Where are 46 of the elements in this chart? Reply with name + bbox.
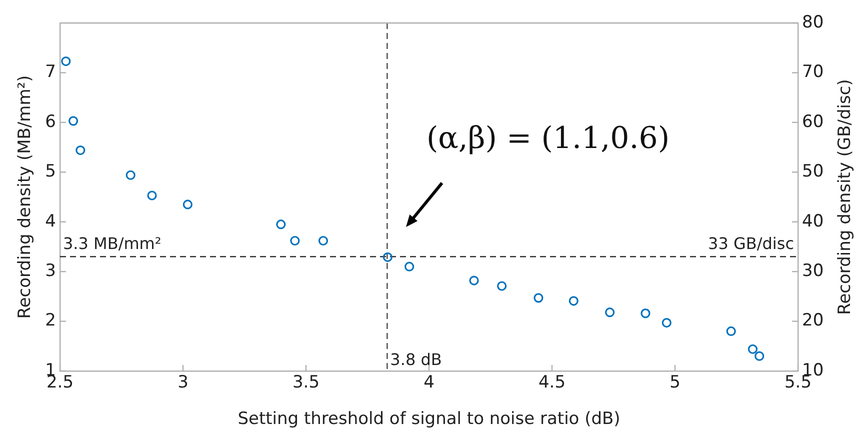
point: [605, 308, 615, 318]
annotation: 33 GB/disc: [708, 234, 794, 253]
point: [640, 308, 650, 318]
point: [61, 56, 71, 66]
y-tick-label: 4: [45, 211, 56, 232]
y-tick-label: 7: [45, 62, 56, 82]
y-tick-label: 2: [45, 310, 56, 331]
point: [147, 190, 157, 200]
ref-line-label: 3.8 dB: [390, 350, 442, 370]
y2-tick-label: 70: [802, 62, 824, 82]
x-axis-title: Setting threshold of signal to noise ratio (dB): [238, 409, 620, 428]
point: [276, 220, 286, 230]
y-tick-label: 5: [45, 162, 56, 182]
x-tick-label: 5: [670, 372, 680, 393]
x-tick-label: 4: [424, 372, 434, 393]
point: [68, 116, 78, 126]
point: [534, 293, 544, 303]
y2-tick-label: 30: [802, 260, 824, 281]
y2-tick-label: 50: [802, 162, 824, 182]
y-tick-label: 6: [45, 112, 56, 132]
x-tick-label: 3: [178, 372, 188, 393]
point: [497, 281, 507, 291]
point: [290, 236, 300, 246]
annotation: (α,β) = (1.1,0.6): [426, 120, 670, 156]
point: [404, 262, 414, 272]
y2-tick-label: 80: [802, 12, 824, 32]
ref-line-label: 3.3 MB/mm²: [63, 234, 162, 253]
x-tick-label: 4.5: [538, 372, 566, 393]
point: [568, 296, 578, 306]
point: [182, 200, 192, 210]
y2-tick-label: 60: [802, 112, 824, 132]
y2-tick-label: 40: [802, 211, 824, 232]
point: [726, 326, 736, 336]
point: [754, 351, 764, 361]
point: [76, 145, 86, 156]
y2-axis-title: Recording density (GB/disc): [835, 79, 855, 315]
y2-tick-label: 20: [802, 310, 824, 331]
point: [382, 252, 392, 262]
point: [126, 170, 136, 180]
y-axis-title: Recording density (MB/mm²): [15, 75, 35, 319]
y-tick-label: 3: [45, 260, 56, 281]
point: [469, 276, 479, 286]
point: [748, 344, 758, 354]
x-tick-label: 3.5: [292, 372, 320, 393]
point: [318, 236, 328, 246]
point: [662, 318, 672, 328]
